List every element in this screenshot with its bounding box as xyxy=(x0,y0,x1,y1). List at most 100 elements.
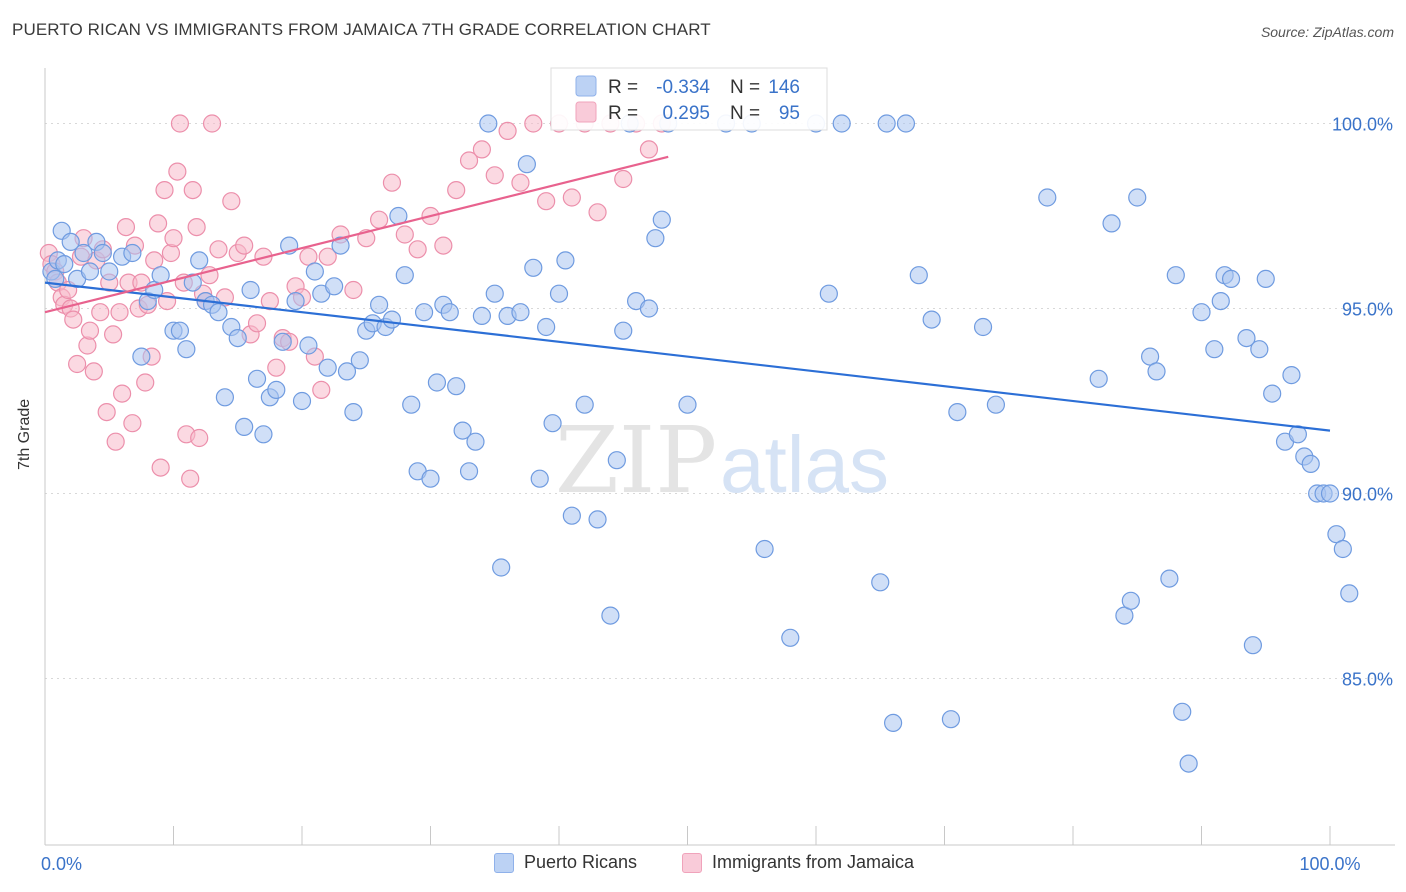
point-puerto-ricans xyxy=(440,303,459,322)
point-immigrants-from-jamaica xyxy=(370,210,389,229)
point-puerto-ricans xyxy=(1282,366,1301,385)
point-immigrants-from-jamaica xyxy=(168,162,187,181)
point-puerto-ricans xyxy=(382,310,402,329)
point-puerto-ricans xyxy=(1102,214,1121,233)
point-puerto-ricans xyxy=(1160,569,1179,588)
point-puerto-ricans xyxy=(447,377,466,396)
point-immigrants-from-jamaica xyxy=(106,432,125,451)
point-puerto-ricans xyxy=(556,251,575,270)
point-immigrants-from-jamaica xyxy=(155,181,174,200)
point-puerto-ricans xyxy=(973,317,993,337)
point-puerto-ricans xyxy=(273,332,292,351)
point-puerto-ricans xyxy=(1237,329,1256,348)
point-puerto-ricans xyxy=(350,351,369,370)
point-puerto-ricans xyxy=(781,628,800,647)
x-tick-label: 0.0% xyxy=(41,854,82,874)
point-puerto-ricans xyxy=(459,462,479,481)
legend-swatch-pink xyxy=(682,852,702,873)
point-immigrants-from-jamaica xyxy=(447,181,466,200)
point-immigrants-from-jamaica xyxy=(318,247,337,266)
point-immigrants-from-jamaica xyxy=(148,214,168,233)
legend-n-value: 146 xyxy=(768,77,800,98)
point-immigrants-from-jamaica xyxy=(110,303,129,322)
trend-line-immigrants-from-jamaica xyxy=(44,155,669,314)
legend-item-puerto-ricans: Puerto Ricans xyxy=(494,852,637,873)
source-label: Source: ZipAtlas.com xyxy=(1260,24,1394,40)
point-puerto-ricans xyxy=(1256,269,1275,288)
point-immigrants-from-jamaica xyxy=(472,140,491,159)
point-puerto-ricans xyxy=(337,362,357,381)
point-puerto-ricans xyxy=(453,421,472,440)
point-puerto-ricans xyxy=(1179,754,1198,773)
point-puerto-ricans xyxy=(472,306,491,325)
point-immigrants-from-jamaica xyxy=(209,240,228,259)
legend-r-value: -0.334 xyxy=(656,77,710,98)
point-immigrants-from-jamaica xyxy=(395,225,414,244)
point-puerto-ricans xyxy=(543,414,562,433)
point-puerto-ricans xyxy=(941,710,961,729)
point-puerto-ricans xyxy=(190,251,209,270)
point-puerto-ricans xyxy=(1211,292,1230,311)
point-puerto-ricans xyxy=(601,606,620,625)
point-immigrants-from-jamaica xyxy=(498,121,517,140)
point-puerto-ricans xyxy=(241,280,260,300)
point-immigrants-from-jamaica xyxy=(64,310,83,329)
point-immigrants-from-jamaica xyxy=(84,362,103,381)
point-puerto-ricans xyxy=(395,266,414,285)
point-immigrants-from-jamaica xyxy=(151,458,170,477)
point-puerto-ricans xyxy=(909,266,928,285)
point-puerto-ricans xyxy=(286,292,305,311)
point-immigrants-from-jamaica xyxy=(524,114,543,133)
point-puerto-ricans xyxy=(607,451,626,470)
legend-top-swatch xyxy=(575,101,597,123)
point-puerto-ricans xyxy=(639,299,659,318)
point-puerto-ricans xyxy=(1301,454,1320,473)
point-immigrants-from-jamaica xyxy=(187,218,206,237)
point-puerto-ricans xyxy=(492,558,511,577)
point-puerto-ricans xyxy=(55,255,74,274)
point-puerto-ricans xyxy=(1147,362,1166,381)
point-immigrants-from-jamaica xyxy=(562,188,581,207)
point-puerto-ricans xyxy=(1221,269,1241,288)
legend-r-value: 0.295 xyxy=(662,103,710,124)
point-immigrants-from-jamaica xyxy=(181,469,200,488)
legend-item-immigrants-from-jamaica: Immigrants from Jamaica xyxy=(682,852,914,873)
grid-lines xyxy=(45,123,1395,679)
point-immigrants-from-jamaica xyxy=(459,151,479,170)
point-immigrants-from-jamaica xyxy=(511,173,530,192)
point-puerto-ricans xyxy=(292,391,312,411)
point-puerto-ricans xyxy=(1173,702,1192,721)
point-immigrants-from-jamaica xyxy=(97,403,116,422)
point-puerto-ricans xyxy=(414,303,434,322)
point-immigrants-from-jamaica xyxy=(136,373,155,392)
point-puerto-ricans xyxy=(183,273,202,292)
y-tick-label: 95.0% xyxy=(1342,300,1393,320)
legend-bottom: Puerto Ricans Immigrants from Jamaica xyxy=(0,852,1406,878)
x-tick-label: 100.0% xyxy=(1299,854,1360,874)
tick-labels: 100.0% 95.0% 90.0% 85.0% 0.0% 100.0% xyxy=(41,115,1393,875)
point-puerto-ricans xyxy=(1250,340,1269,359)
point-puerto-ricans xyxy=(318,358,337,377)
point-immigrants-from-jamaica xyxy=(183,181,202,200)
point-immigrants-from-jamaica xyxy=(537,192,556,211)
watermark-atlas: atlas xyxy=(720,420,889,509)
point-puerto-ricans xyxy=(986,395,1006,414)
point-puerto-ricans xyxy=(344,403,363,422)
point-puerto-ricans xyxy=(832,114,851,133)
point-puerto-ricans xyxy=(562,506,581,525)
point-puerto-ricans xyxy=(370,295,389,314)
legend-r-label: R = xyxy=(608,77,638,98)
legend-swatch-blue xyxy=(494,852,514,873)
point-puerto-ricans xyxy=(517,155,536,174)
point-puerto-ricans xyxy=(267,380,286,399)
point-puerto-ricans xyxy=(1340,584,1359,603)
legend-n-label: N = xyxy=(730,77,760,98)
point-puerto-ricans xyxy=(325,277,344,296)
point-immigrants-from-jamaica xyxy=(161,243,181,263)
legend-n-value: 95 xyxy=(779,103,800,124)
point-puerto-ricans xyxy=(1128,188,1147,207)
legend-label-puerto-ricans: Puerto Ricans xyxy=(524,852,638,872)
point-puerto-ricans xyxy=(1205,340,1224,359)
point-puerto-ricans xyxy=(215,388,234,407)
point-puerto-ricans xyxy=(331,236,350,255)
